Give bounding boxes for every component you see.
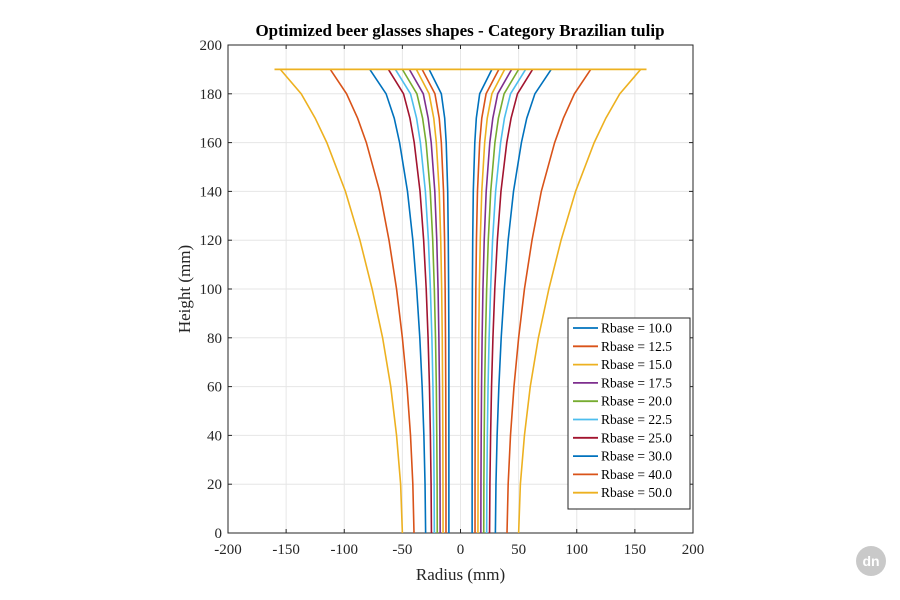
axes xyxy=(227,44,694,534)
legend-label-2: Rbase = 15.0 xyxy=(601,357,672,372)
legend-label-7: Rbase = 30.0 xyxy=(601,449,672,464)
series-2-right-profile xyxy=(477,69,506,534)
series-7-left-profile xyxy=(369,68,427,534)
x-tick-label-1: -150 xyxy=(272,542,300,558)
series-0-right-profile xyxy=(471,69,493,533)
y-tick-label-3: 60 xyxy=(207,380,222,396)
y-tick-label-4: 80 xyxy=(207,331,222,347)
legend-label-9: Rbase = 50.0 xyxy=(601,485,672,500)
series-0-left-profile xyxy=(428,69,450,533)
y-tick-label-5: 100 xyxy=(200,282,223,298)
legend-box xyxy=(567,317,691,510)
y-tick-label-1: 20 xyxy=(207,477,222,493)
x-axis-label: Radius (mm) xyxy=(416,565,505,584)
series-3-left-profile xyxy=(408,69,441,534)
legend-label-4: Rbase = 20.0 xyxy=(601,394,672,409)
series-3-right-profile xyxy=(480,69,513,534)
series-7-right-profile xyxy=(494,68,552,534)
y-tick-label-2: 40 xyxy=(207,428,222,444)
series-1-right-profile xyxy=(474,69,500,533)
legend-label-6: Rbase = 25.0 xyxy=(601,430,672,445)
y-tick-label-7: 140 xyxy=(200,184,223,200)
y-tick-label-6: 120 xyxy=(200,233,223,249)
series-4-left-profile xyxy=(401,68,439,534)
series-6-right-profile xyxy=(488,68,534,534)
curves xyxy=(274,68,647,534)
x-tick-label-7: 150 xyxy=(624,542,647,558)
y-tick-label-8: 160 xyxy=(200,136,223,152)
x-tick-label-0: -200 xyxy=(214,542,242,558)
series-8-right-profile xyxy=(506,68,592,534)
legend: Rbase = 10.0 Rbase = 12.5 Rbase = 15.0 Rbas… xyxy=(567,317,691,510)
x-tick-label-3: -50 xyxy=(392,542,412,558)
chart-title: Optimized beer glasses shapes - Category… xyxy=(255,21,664,40)
legend-label-0: Rbase = 10.0 xyxy=(601,321,672,336)
series-4-right-profile xyxy=(482,68,520,534)
watermark-text: dn xyxy=(862,553,880,569)
x-tick-label-2: -100 xyxy=(331,542,359,558)
watermark-logo: dn xyxy=(856,546,886,576)
series-2-left-profile xyxy=(415,69,444,534)
x-tick-label-5: 50 xyxy=(511,542,526,558)
series-1-left-profile xyxy=(421,69,447,533)
legend-label-1: Rbase = 12.5 xyxy=(601,339,672,354)
x-tick-label-4: 0 xyxy=(457,542,465,558)
series-5-right-profile xyxy=(485,68,527,534)
tick-labels: -200 -150 -100 -50 0 50 100 150 200 0 20 40 60 80 100 1… xyxy=(200,38,705,558)
x-tick-label-6: 100 xyxy=(566,542,589,558)
series-5-left-profile xyxy=(394,68,436,534)
series-9-right-profile xyxy=(517,68,642,534)
y-tick-label-10: 200 xyxy=(200,38,223,54)
y-tick-label-9: 180 xyxy=(200,87,223,103)
y-tick-label-0: 0 xyxy=(215,526,223,542)
legend-label-3: Rbase = 17.5 xyxy=(601,375,672,390)
legend-label-8: Rbase = 40.0 xyxy=(601,467,672,482)
series-9-left-profile xyxy=(279,68,404,534)
y-axis-label: Height (mm) xyxy=(175,245,194,333)
series-8-left-profile xyxy=(329,68,415,534)
x-tick-label-8: 200 xyxy=(682,542,705,558)
series-6-left-profile xyxy=(387,68,433,534)
legend-label-5: Rbase = 22.5 xyxy=(601,412,672,427)
